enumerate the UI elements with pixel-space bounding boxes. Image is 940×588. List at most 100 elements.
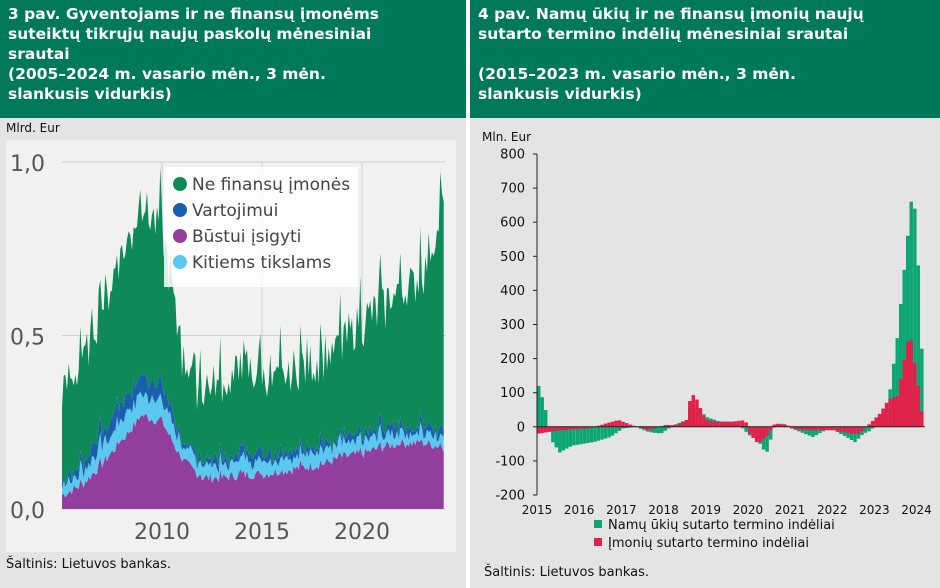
right-ytick-label: 100 bbox=[500, 386, 525, 401]
bar-households bbox=[617, 426, 622, 431]
bar-households bbox=[561, 426, 566, 451]
bar-companies bbox=[846, 426, 850, 434]
bar-households bbox=[811, 426, 815, 437]
bar-households bbox=[593, 426, 597, 442]
bar-households bbox=[596, 426, 601, 441]
bar-households bbox=[863, 426, 868, 433]
bar-companies bbox=[860, 426, 864, 431]
bar-households bbox=[558, 426, 562, 453]
bar-companies bbox=[800, 426, 805, 430]
right-ytick-label: 800 bbox=[500, 148, 525, 163]
bar-companies bbox=[920, 411, 924, 427]
panel-divider bbox=[466, 0, 470, 588]
right-xtick-label: 2020 bbox=[733, 503, 764, 517]
bar-companies bbox=[899, 379, 903, 427]
bar-households bbox=[582, 426, 587, 444]
right-ytick-label: 300 bbox=[500, 318, 525, 333]
bar-households bbox=[600, 426, 604, 440]
bar-companies bbox=[551, 426, 555, 432]
bar-companies bbox=[825, 426, 829, 431]
right-legend-label: Namų ūkių sutarto termino indėliai bbox=[608, 518, 835, 533]
bar-companies bbox=[906, 341, 910, 427]
right-chart: 800 700 600 500 400 300 200 100 0 -100 -200 2015 20… bbox=[495, 148, 931, 552]
bar-companies bbox=[712, 421, 717, 427]
bar-households bbox=[853, 426, 857, 443]
bar-companies bbox=[614, 420, 618, 427]
bar-companies bbox=[561, 426, 566, 430]
area-ne-finansų-įmonės bbox=[62, 167, 444, 485]
bar-households bbox=[902, 269, 906, 427]
bar-households bbox=[565, 426, 569, 449]
right-chart-title: 4 pav. Namų ūkių ir ne finansų įmonių na… bbox=[470, 0, 940, 118]
bar-households bbox=[769, 426, 773, 440]
bar-households bbox=[649, 426, 653, 433]
bar-companies bbox=[758, 426, 762, 443]
bar-companies bbox=[776, 423, 780, 427]
bar-households bbox=[653, 426, 657, 433]
bar-households bbox=[765, 426, 769, 452]
bar-companies bbox=[747, 426, 752, 434]
bar-companies bbox=[558, 426, 562, 431]
right-title-line: slankusis vidurkis) bbox=[478, 85, 642, 103]
left-chart-title: 3 pav. Gyventojams ir ne finansų įmonėms… bbox=[0, 0, 466, 118]
bar-households bbox=[740, 426, 745, 429]
left-legend-label: Vartojimui bbox=[192, 201, 278, 221]
bar-companies bbox=[540, 426, 544, 434]
right-xtick-label: 2018 bbox=[648, 503, 679, 517]
left-chart: 0,0 0,5 1,0 2010 2015 2020 Ne finansų įmonės… bbox=[6, 140, 456, 552]
left-title-line: (2005–2024 m. vasario mėn., 3 mėn. bbox=[8, 65, 326, 83]
bar-companies bbox=[835, 426, 840, 431]
bar-households bbox=[667, 426, 671, 429]
bar-households bbox=[899, 304, 903, 427]
bar-households bbox=[575, 426, 580, 445]
bar-households bbox=[614, 426, 618, 434]
bar-households bbox=[804, 426, 808, 435]
bar-companies bbox=[867, 424, 871, 427]
bar-households bbox=[586, 426, 590, 444]
bar-companies bbox=[730, 421, 734, 427]
bar-companies bbox=[761, 426, 766, 440]
bar-companies bbox=[702, 416, 706, 427]
bar-companies bbox=[881, 408, 885, 427]
area-vartojimui bbox=[62, 372, 444, 490]
bar-households bbox=[607, 426, 611, 438]
bar-companies bbox=[892, 397, 896, 427]
right-title-line: sutarto termino indėlių mėnesiniai sraut… bbox=[478, 25, 849, 43]
bar-companies bbox=[828, 426, 833, 431]
bar-companies bbox=[740, 420, 745, 427]
right-title-line: (2015–2023 m. vasario mėn., 3 mėn. bbox=[478, 65, 796, 83]
bar-companies bbox=[790, 426, 794, 429]
bar-companies bbox=[579, 426, 583, 429]
bar-companies bbox=[888, 399, 892, 427]
left-title-line: slankusis vidurkis) bbox=[8, 85, 172, 103]
bar-companies bbox=[832, 426, 836, 431]
bar-companies bbox=[804, 426, 808, 430]
right-unit-label: Mln. Eur bbox=[482, 130, 532, 144]
bar-companies bbox=[751, 426, 755, 438]
bar-companies bbox=[786, 425, 790, 427]
bar-households bbox=[554, 426, 559, 448]
left-legend-label: Būstui įsigyti bbox=[192, 227, 301, 247]
bar-households bbox=[895, 338, 899, 427]
bar-households bbox=[913, 208, 917, 427]
bar-households bbox=[800, 426, 805, 433]
bar-companies bbox=[853, 426, 857, 434]
bar-companies bbox=[537, 426, 541, 434]
bar-companies bbox=[877, 413, 882, 427]
left-legend-marker bbox=[173, 229, 187, 243]
bar-companies bbox=[849, 426, 854, 434]
right-legend-marker bbox=[594, 520, 602, 528]
right-xtick-label: 2023 bbox=[859, 503, 890, 517]
bar-companies bbox=[811, 426, 815, 431]
right-title-line bbox=[478, 44, 932, 64]
bar-companies bbox=[624, 423, 629, 427]
left-ytick-label: 0,0 bbox=[10, 499, 45, 524]
left-ytick-label: 1,0 bbox=[10, 152, 45, 177]
bar-companies bbox=[744, 422, 748, 427]
bar-households bbox=[540, 397, 544, 427]
bar-companies bbox=[870, 421, 875, 427]
right-xtick-label: 2022 bbox=[817, 503, 848, 517]
bar-households bbox=[610, 426, 615, 436]
right-ytick-label: -200 bbox=[495, 489, 525, 504]
bar-companies bbox=[688, 401, 692, 427]
